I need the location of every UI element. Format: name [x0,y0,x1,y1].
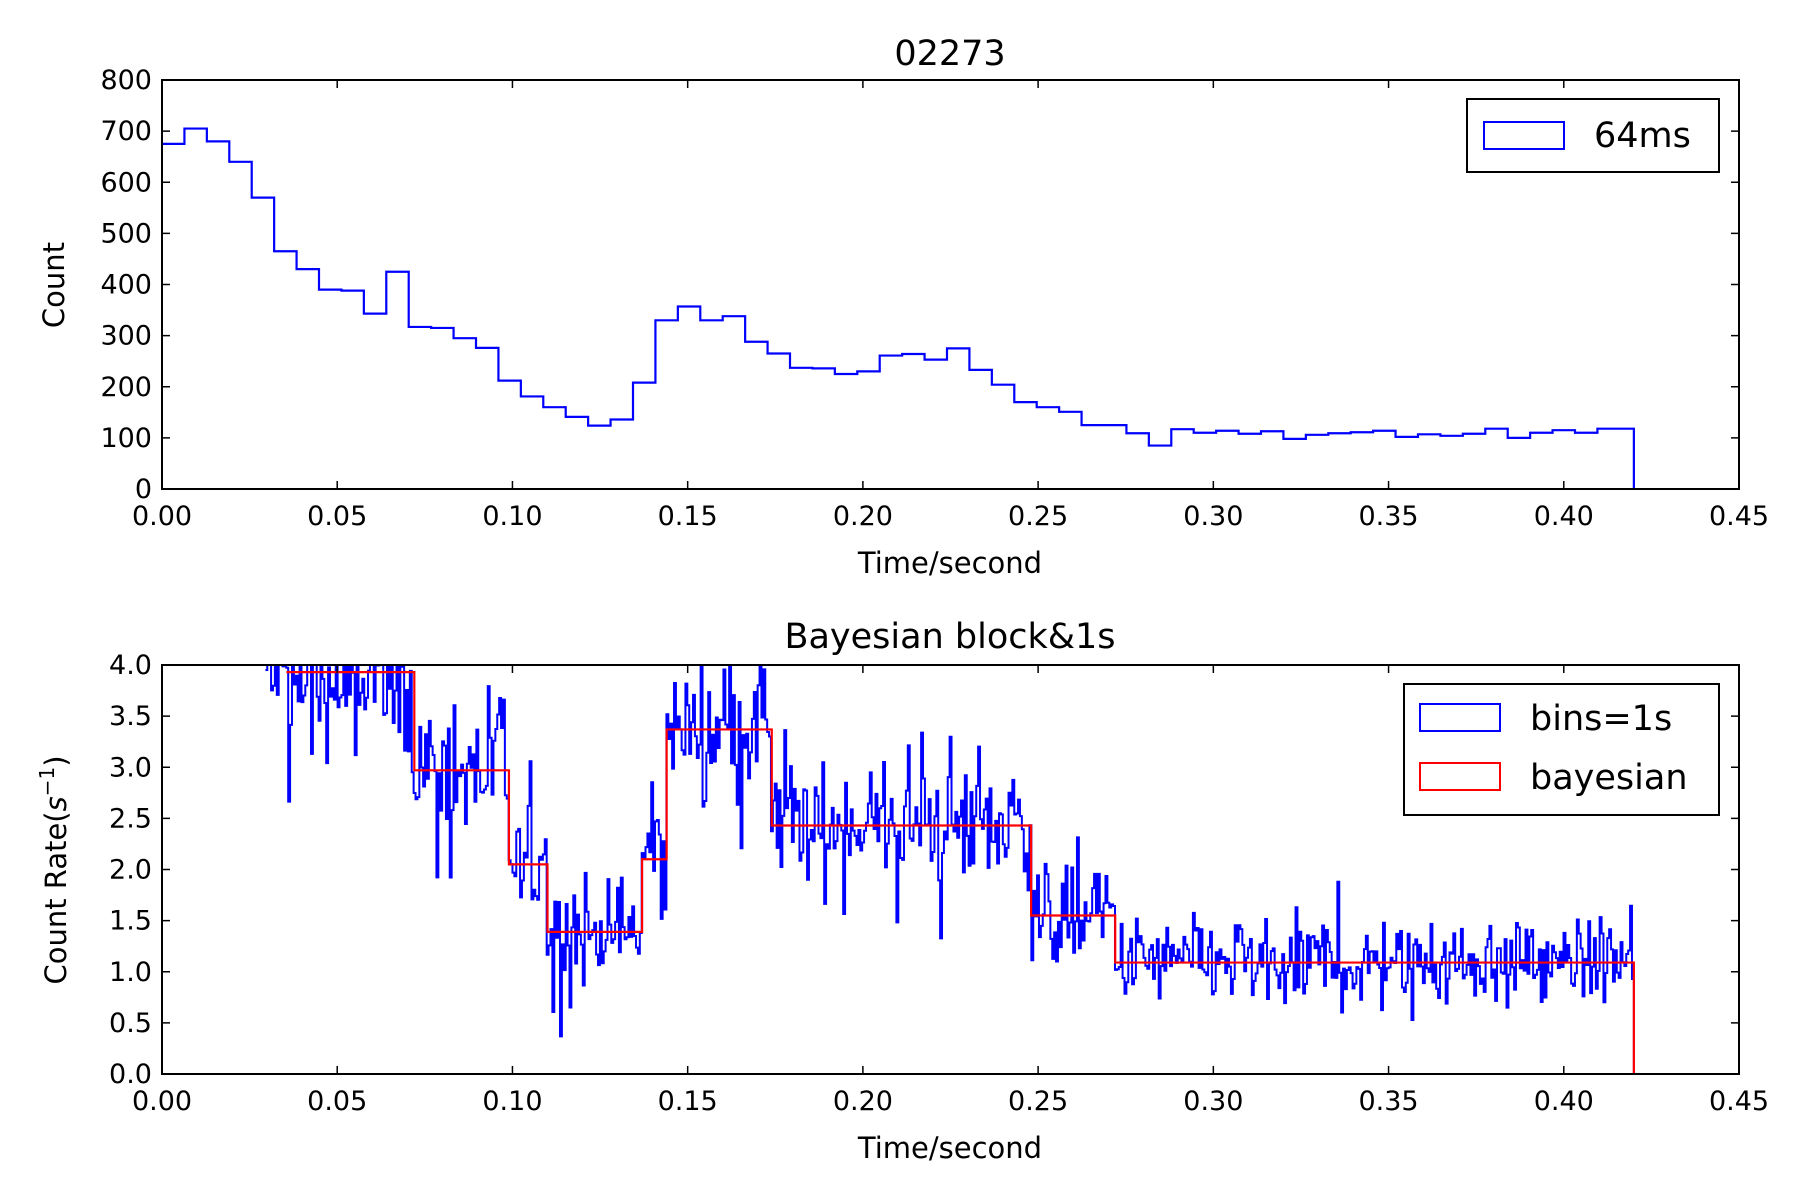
x-tick-label: 0.05 [307,1086,367,1117]
bottom-legend-label-bins: bins=1s [1530,699,1672,739]
x-tick-label: 0.40 [1534,501,1594,532]
y-tick-label: 0.0 [109,1059,152,1090]
y-tick-label: 100 [100,423,152,454]
top-legend-label-64ms: 64ms [1594,116,1691,156]
series-line-64ms [162,127,1635,489]
y-tick-label: 300 [100,321,152,352]
top-legend-frame [1466,98,1720,173]
x-tick-label: 0.30 [1183,1086,1243,1117]
top-x-axis-label: Time/second [857,546,1042,580]
count-histogram-panel: 02273 0.00 0.05 0.10 0.15 0.20 0.25 0.30 0.35 0.… [37,34,1769,580]
x-tick-label: 0.20 [833,1086,893,1117]
top-ticks-group: 0.00 0.05 0.10 0.15 0.20 0.25 0.30 0.35 0.40 0.45… [100,65,1769,532]
y-tick-label: 700 [100,116,152,147]
y-tick-label: 800 [100,65,152,96]
bottom-legend-swatch-bayesian [1419,762,1501,791]
count-rate-panel: Bayesian block&1s 0.00 0.05 0.10 0.15 0.20 0.… [35,617,1769,1165]
x-tick-label: 0.40 [1534,1086,1594,1117]
y-tick-label: 3.5 [109,701,152,732]
x-tick-label: 0.15 [658,1086,718,1117]
x-tick-label: 0.10 [482,1086,542,1117]
x-tick-label: 0.20 [833,501,893,532]
y-tick-label: 1.0 [109,957,152,988]
x-tick-label: 0.35 [1358,1086,1418,1117]
y-tick-label: 2.5 [109,803,152,834]
series-line-bayesian [286,671,1635,1074]
x-tick-label: 0.10 [482,501,542,532]
bottom-legend-frame [1403,683,1720,816]
bottom-y-axis-label-unit: s [39,796,73,811]
y-tick-label: 400 [100,270,152,301]
x-tick-label: 0.00 [132,501,192,532]
x-tick-label: 0.25 [1008,1086,1068,1117]
y-tick-label: 0.5 [109,1008,152,1039]
bottom-series-group [265,664,1635,1074]
bottom-x-axis-label: Time/second [857,1131,1042,1165]
top-y-axis-label: Count [37,242,71,328]
bottom-y-axis-label-exponent: −1 [35,767,59,796]
bottom-y-axis-label-close: ) [39,755,73,766]
x-tick-label: 0.15 [658,501,718,532]
y-tick-label: 4.0 [109,650,152,681]
x-tick-label: 0.35 [1358,501,1418,532]
y-tick-label: 0 [135,474,152,505]
x-tick-label: 0.00 [132,1086,192,1117]
x-tick-label: 0.45 [1709,501,1769,532]
y-tick-label: 600 [100,167,152,198]
x-tick-label: 0.05 [307,501,367,532]
bottom-y-axis-label-text: Count Rate( [39,811,73,984]
top-series-group [162,127,1635,489]
bottom-legend: bins=1s bayesian [1403,683,1720,816]
bottom-chart-title: Bayesian block&1s [784,617,1115,657]
y-tick-label: 3.0 [109,752,152,783]
bottom-legend-swatch-bins [1419,703,1501,732]
x-tick-label: 0.45 [1709,1086,1769,1117]
y-tick-label: 2.0 [109,855,152,886]
bottom-y-axis-label: Count Rate(s−1) [35,755,73,984]
y-tick-label: 500 [100,218,152,249]
bottom-ticks-group: 0.00 0.05 0.10 0.15 0.20 0.25 0.30 0.35 0.40 0.45… [109,650,1769,1117]
top-legend: 64ms [1466,98,1720,173]
top-legend-swatch-64ms [1483,121,1565,150]
x-tick-label: 0.25 [1008,501,1068,532]
bottom-legend-label-bayesian: bayesian [1530,758,1688,798]
top-chart-title: 02273 [894,34,1005,74]
y-tick-label: 1.5 [109,906,152,937]
y-tick-label: 200 [100,372,152,403]
x-tick-label: 0.30 [1183,501,1243,532]
